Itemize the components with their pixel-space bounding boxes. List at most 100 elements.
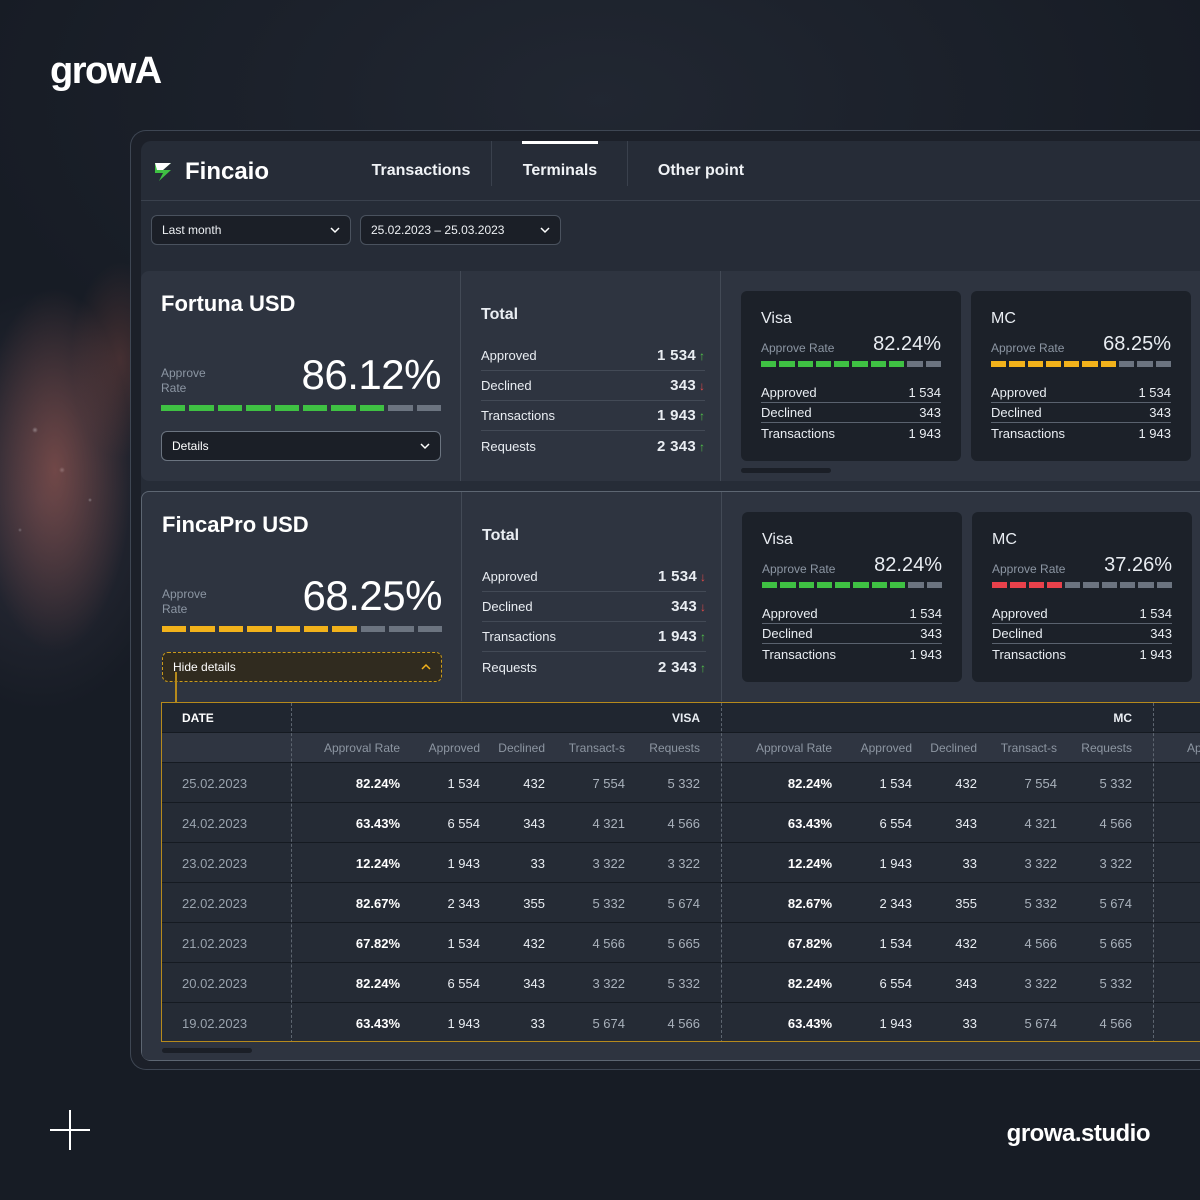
mc-cell: 63.43%	[787, 1015, 832, 1031]
bar-segment	[331, 405, 356, 411]
horizontal-scrollbar[interactable]	[741, 468, 831, 473]
total-row-value-wrap: 2 343 ↑	[658, 659, 706, 676]
visa-cell: 5 332	[592, 895, 625, 911]
visa-cell: 82.24%	[355, 775, 400, 791]
network-stat-label: Approved	[992, 606, 1048, 621]
visa-cell: 33	[530, 1015, 545, 1031]
network-approve-label: Approve Rate	[992, 562, 1066, 576]
arrow-down-icon: ↓	[699, 379, 705, 393]
visa-cell: 2 343	[447, 895, 480, 911]
network-name: Visa	[761, 310, 792, 327]
period-select-value: Last month	[162, 223, 222, 237]
bar-segment	[190, 626, 215, 632]
mc-cell: 6 554	[879, 975, 912, 991]
total-row-value-wrap: 1 534 ↑	[657, 347, 705, 364]
period-select[interactable]: Last month	[151, 215, 351, 245]
table-row: 21.02.2023 67.82% 1 534 432 4 566 5 665 67.82%…	[162, 923, 1200, 963]
date-cell: 20.02.2023	[182, 975, 248, 991]
arrow-up-icon: ↑	[699, 349, 705, 363]
table-group-header: DATE VISA MC	[162, 703, 1200, 733]
total-row: Transactions 1 943 ↑	[482, 622, 706, 652]
bar-segment	[275, 626, 301, 632]
network-stat-row: Approved 1 534	[991, 383, 1171, 403]
mc-cell: 5 332	[1099, 775, 1132, 791]
total-row-value-wrap: 2 343 ↑	[657, 438, 705, 455]
bar-segment	[1064, 361, 1080, 367]
bar-segment	[162, 626, 187, 632]
tab-terminals[interactable]: Terminals	[522, 141, 598, 201]
total-row-value: 2 343	[656, 437, 696, 455]
bar-segment	[1156, 582, 1172, 588]
column-header: Declined	[498, 741, 545, 755]
network-stat-row: Declined 343	[992, 624, 1172, 644]
mc-cell: 2 343	[879, 895, 912, 911]
bar-segment	[761, 361, 777, 367]
terminal-title: FincaPro USD	[162, 512, 309, 537]
total-row-label: Transactions	[482, 629, 556, 644]
network-stat-row: Approved 1 534	[762, 604, 942, 624]
total-row: Approved 1 534 ↑	[481, 341, 705, 371]
network-stat-row: Approved 1 534	[761, 383, 941, 403]
network-stat-label: Transactions	[762, 646, 836, 662]
network-stat-value: 1 534	[908, 385, 941, 400]
bar-segment	[853, 582, 869, 588]
network-approve-rate: 82.24%	[873, 333, 941, 355]
total-row: Requests 2 343 ↑	[482, 652, 706, 682]
total-row-value-wrap: 1 943 ↑	[657, 407, 705, 424]
mc-cell: 4 566	[1024, 935, 1057, 951]
network-rate-bar	[992, 582, 1172, 588]
visa-cell: 6 554	[447, 815, 480, 831]
total-row-value: 1 943	[657, 628, 697, 645]
visa-cell: 343	[523, 815, 545, 831]
bar-segment	[189, 405, 214, 411]
app-logo[interactable]: Fincaio	[151, 157, 269, 187]
visa-cell: 4 566	[592, 935, 625, 951]
date-range-select[interactable]: 25.02.2023 – 25.03.2023	[360, 215, 561, 245]
total-row-label: Approved	[481, 348, 537, 363]
mc-cell: 33	[962, 1015, 977, 1031]
arrow-up-icon: ↑	[699, 409, 705, 423]
network-stat-value: 1 943	[1138, 425, 1171, 441]
mc-cell: 3 322	[1099, 855, 1132, 871]
mc-cell: 63.43%	[787, 815, 832, 831]
column-header-cut: App	[1187, 741, 1200, 755]
table-row: 22.02.2023 82.67% 2 343 355 5 332 5 674 82.67%…	[162, 883, 1200, 923]
network-rate-bar	[991, 361, 1171, 367]
details-dropdown[interactable]: Details	[161, 431, 441, 461]
date-cell: 23.02.2023	[182, 855, 248, 871]
bar-segment	[1137, 361, 1153, 367]
mc-cell: 82.24%	[787, 775, 832, 791]
mc-cell: 432	[955, 935, 977, 951]
date-range-value: 25.02.2023 – 25.03.2023	[371, 223, 505, 237]
visa-cell: 3 322	[592, 975, 625, 991]
mc-cell: 432	[955, 775, 977, 791]
visa-cell: 432	[523, 935, 545, 951]
mc-cell: 1 534	[879, 935, 912, 951]
tab-other-point[interactable]: Other point	[657, 162, 745, 179]
mc-cell: 5 332	[1099, 975, 1132, 991]
bar-segment	[1100, 361, 1117, 367]
visa-cell: 5 674	[592, 1015, 625, 1031]
bar-segment	[890, 582, 906, 588]
site-url: growa.studio	[1006, 1120, 1151, 1147]
network-card-mc: MC Approve Rate 68.25% Approved 1 534 Decline…	[971, 291, 1191, 461]
app-window: Fincaio Transactions Terminals Other poi…	[130, 130, 1200, 1070]
chevron-down-icon	[540, 227, 550, 234]
mc-cell: 3 322	[1024, 975, 1057, 991]
table-scrollbar[interactable]	[162, 1048, 252, 1053]
hide-details-button[interactable]: Hide details	[162, 652, 442, 682]
bar-segment	[303, 405, 328, 411]
visa-cell: 3 322	[667, 855, 700, 871]
visa-cell: 33	[530, 855, 545, 871]
network-card-mc: MC Approve Rate 37.26% Approved 1 534 Decline…	[972, 512, 1192, 682]
total-row-value: 1 943	[656, 407, 696, 424]
tab-transactions[interactable]: Transactions	[371, 162, 471, 179]
bar-segment	[1120, 582, 1136, 588]
bar-segment	[815, 361, 832, 367]
total-row-value-wrap: 343 ↓	[670, 377, 705, 394]
total-row-value-wrap: 1 943 ↑	[658, 628, 706, 645]
mc-cell: 4 566	[1099, 815, 1132, 831]
mc-cell: 5 674	[1099, 895, 1132, 911]
network-approve-rate: 68.25%	[1103, 333, 1171, 355]
network-stat-label: Transactions	[761, 425, 835, 441]
